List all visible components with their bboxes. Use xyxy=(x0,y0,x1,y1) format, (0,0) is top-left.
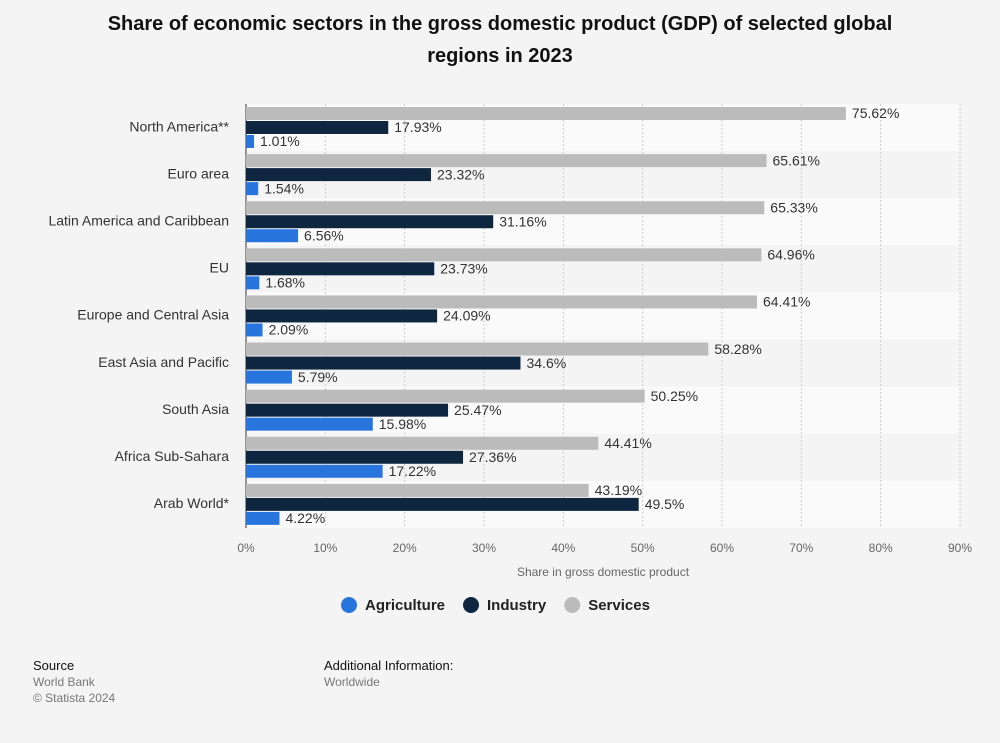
bar xyxy=(246,295,757,309)
value-label: 4.22% xyxy=(285,510,325,526)
y-tick-label: EU xyxy=(210,260,229,276)
value-label: 24.09% xyxy=(443,308,490,324)
value-label: 17.93% xyxy=(394,119,441,135)
bar xyxy=(246,323,263,337)
value-label: 49.5% xyxy=(645,496,685,512)
value-label: 1.01% xyxy=(260,133,300,149)
x-tick-label: 0% xyxy=(237,541,255,555)
x-tick-label: 20% xyxy=(393,541,417,555)
value-label: 15.98% xyxy=(379,416,426,432)
bar xyxy=(246,436,599,450)
info-label: Additional Information: xyxy=(324,658,454,673)
bar xyxy=(246,309,438,323)
x-tick-label: 70% xyxy=(789,541,813,555)
bar xyxy=(246,389,645,403)
x-tick-label: 90% xyxy=(948,541,972,555)
bar xyxy=(246,135,255,148)
bar xyxy=(246,201,765,215)
bar xyxy=(246,464,383,478)
value-label: 64.96% xyxy=(767,247,814,263)
value-label: 50.25% xyxy=(651,388,698,404)
bar xyxy=(246,497,639,511)
bar xyxy=(246,450,464,464)
value-label: 6.56% xyxy=(304,227,344,243)
bar xyxy=(246,403,449,417)
bar xyxy=(246,182,259,196)
x-tick-label: 50% xyxy=(631,541,655,555)
bar xyxy=(246,356,521,370)
bar xyxy=(246,154,767,168)
value-label: 65.33% xyxy=(770,199,817,215)
value-label: 58.28% xyxy=(714,341,761,357)
bar xyxy=(246,483,589,497)
legend-label: Industry xyxy=(487,597,547,614)
value-label: 17.22% xyxy=(389,463,436,479)
source-block: Source World Bank © Statista 2024 xyxy=(33,658,115,706)
y-tick-label: Euro area xyxy=(168,165,230,181)
legend-marker xyxy=(341,597,357,613)
value-label: 65.61% xyxy=(773,152,820,168)
value-label: 34.6% xyxy=(526,355,566,371)
legend-label: Agriculture xyxy=(365,597,445,614)
info: Worldwide xyxy=(324,675,380,689)
x-tick-label: 80% xyxy=(869,541,893,555)
bar xyxy=(246,417,373,431)
bar xyxy=(246,215,494,229)
bar xyxy=(246,262,435,276)
bar xyxy=(246,229,299,243)
info-block: Additional Information: Worldwide xyxy=(324,658,453,690)
source-label: Source xyxy=(33,658,75,673)
y-tick-label: Europe and Central Asia xyxy=(77,307,229,323)
y-tick-label: Africa Sub-Sahara xyxy=(115,448,230,464)
x-axis-title: Share in gross domestic product xyxy=(517,565,690,579)
chart: 0% 10% 20% 30% 40% 50% 60% 70% 80% 90% Share in gr… xyxy=(48,104,972,614)
value-label: 64.41% xyxy=(763,294,810,310)
x-tick-label: 30% xyxy=(472,541,496,555)
bar xyxy=(246,107,846,120)
value-label: 25.47% xyxy=(454,402,501,418)
bar xyxy=(246,511,280,525)
y-tick-label: East Asia and Pacific xyxy=(98,354,229,370)
value-label: 75.62% xyxy=(852,105,899,121)
bar xyxy=(246,276,260,290)
x-tick-label: 40% xyxy=(551,541,575,555)
y-tick-label: Latin America and Caribbean xyxy=(48,212,229,228)
value-label: 31.16% xyxy=(499,213,546,229)
source: World Bank xyxy=(33,675,95,689)
value-label: 23.32% xyxy=(437,166,484,182)
value-label: 27.36% xyxy=(469,449,516,465)
legend-marker xyxy=(564,597,581,613)
bar xyxy=(246,248,762,262)
bar xyxy=(246,342,709,356)
value-label: 5.79% xyxy=(298,369,338,385)
y-tick-label: North America** xyxy=(129,118,229,134)
x-tick-label: 60% xyxy=(710,541,734,555)
copyright: © Statista 2024 xyxy=(33,691,116,705)
chart-title: Share of economic sectors in the gross d… xyxy=(107,13,893,67)
legend-marker xyxy=(463,597,480,613)
bar xyxy=(246,370,292,384)
value-label: 1.54% xyxy=(264,180,304,196)
value-label: 44.41% xyxy=(604,435,651,451)
y-tick-label: Arab World* xyxy=(154,495,230,511)
value-label: 23.73% xyxy=(440,261,487,277)
legend-label: Services xyxy=(588,597,650,614)
value-label: 1.68% xyxy=(265,275,305,291)
bar xyxy=(246,121,389,134)
value-label: 43.19% xyxy=(595,482,642,498)
bar xyxy=(246,168,432,182)
y-tick-label: South Asia xyxy=(162,401,229,417)
value-label: 2.09% xyxy=(269,322,309,338)
x-tick-label: 10% xyxy=(313,541,337,555)
